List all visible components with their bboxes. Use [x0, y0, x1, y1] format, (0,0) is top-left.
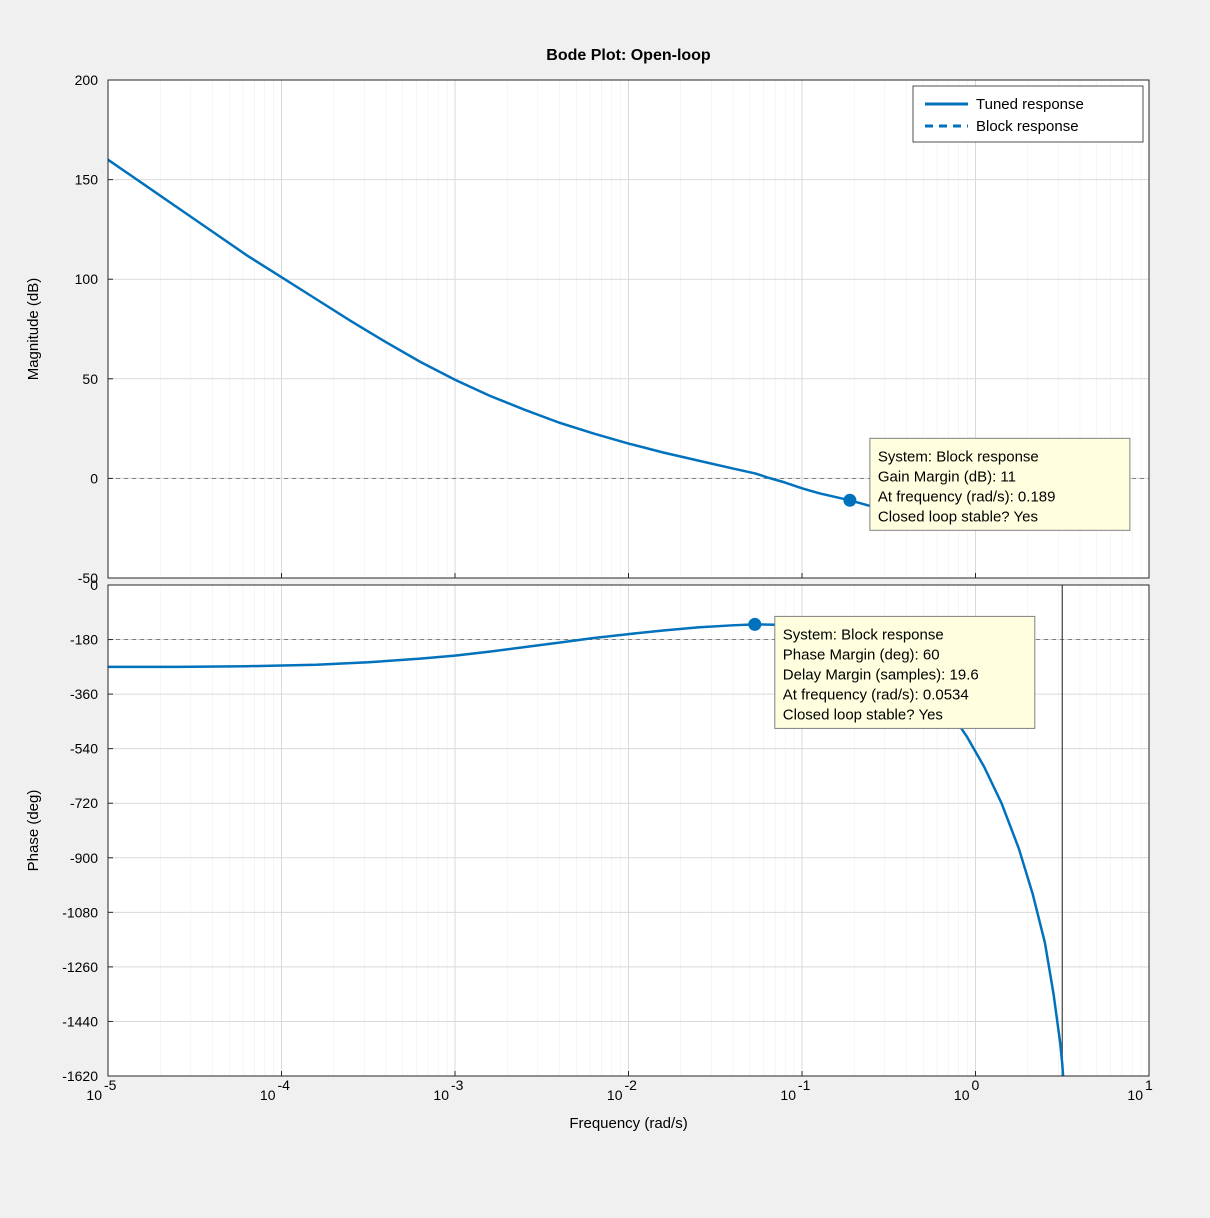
svg-text:10: 10: [260, 1087, 276, 1103]
svg-text:-900: -900: [70, 850, 98, 866]
svg-text:Tuned response: Tuned response: [976, 96, 1084, 113]
svg-text:-360: -360: [70, 686, 98, 702]
svg-text:-180: -180: [70, 632, 98, 648]
svg-text:-540: -540: [70, 741, 98, 757]
svg-text:10: 10: [433, 1087, 449, 1103]
svg-text:System: Block response: System: Block response: [783, 626, 944, 643]
svg-text:Bode Plot: Open-loop: Bode Plot: Open-loop: [546, 47, 711, 64]
svg-text:Phase Margin (deg): 60: Phase Margin (deg): 60: [783, 646, 940, 663]
svg-text:Magnitude (dB): Magnitude (dB): [25, 278, 42, 381]
svg-text:-2: -2: [625, 1077, 638, 1093]
svg-text:Phase (deg): Phase (deg): [25, 790, 42, 872]
svg-text:Closed loop stable? Yes: Closed loop stable? Yes: [783, 706, 943, 723]
svg-text:Delay Margin (samples): 19.6: Delay Margin (samples): 19.6: [783, 666, 979, 683]
svg-text:Closed loop stable? Yes: Closed loop stable? Yes: [878, 508, 1038, 525]
svg-text:100: 100: [75, 271, 99, 287]
svg-text:10: 10: [607, 1087, 623, 1103]
svg-text:-3: -3: [451, 1077, 464, 1093]
svg-text:-1080: -1080: [62, 904, 98, 920]
svg-text:Block response: Block response: [976, 118, 1079, 135]
svg-text:-1620: -1620: [62, 1068, 98, 1084]
svg-text:-1440: -1440: [62, 1013, 98, 1029]
svg-text:10: 10: [954, 1087, 970, 1103]
bode-plot: Bode Plot: Open-loop-50050100150200Magni…: [0, 0, 1210, 1218]
svg-text:150: 150: [75, 172, 99, 188]
svg-text:10: 10: [1127, 1087, 1143, 1103]
svg-text:-720: -720: [70, 795, 98, 811]
svg-text:At frequency (rad/s): 0.189: At frequency (rad/s): 0.189: [878, 488, 1056, 505]
svg-text:System: Block response: System: Block response: [878, 448, 1039, 465]
svg-text:200: 200: [75, 72, 99, 88]
svg-text:0: 0: [90, 577, 98, 593]
svg-text:1: 1: [1145, 1077, 1153, 1093]
svg-text:-4: -4: [278, 1077, 291, 1093]
svg-text:10: 10: [86, 1087, 102, 1103]
svg-text:50: 50: [82, 371, 98, 387]
svg-text:0: 0: [972, 1077, 980, 1093]
svg-text:-1: -1: [798, 1077, 811, 1093]
svg-text:10: 10: [780, 1087, 796, 1103]
svg-text:Gain Margin (dB): 11: Gain Margin (dB): 11: [878, 468, 1016, 485]
svg-text:-1260: -1260: [62, 959, 98, 975]
svg-text:Frequency (rad/s): Frequency (rad/s): [569, 1115, 687, 1132]
svg-text:-5: -5: [104, 1077, 117, 1093]
svg-text:At frequency (rad/s): 0.0534: At frequency (rad/s): 0.0534: [783, 686, 969, 703]
svg-text:0: 0: [90, 470, 98, 486]
